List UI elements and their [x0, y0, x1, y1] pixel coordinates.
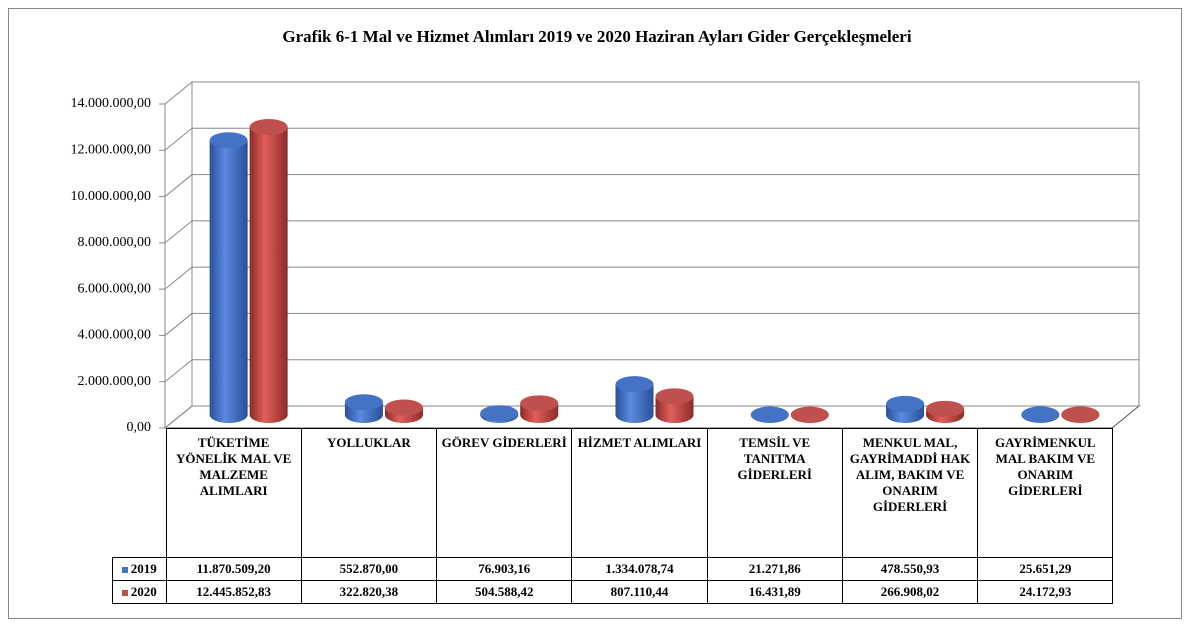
bar: [1021, 406, 1059, 423]
data-label: 322.820,38: [301, 581, 436, 604]
y-tick-label: 14.000.000,00: [71, 96, 152, 111]
bar-top: [656, 388, 694, 404]
bar-top: [385, 400, 423, 416]
bar-top: [250, 119, 288, 135]
data-table: TÜKETİME YÖNELİK MAL VE MALZEME ALIMLARI…: [112, 428, 1113, 604]
data-label: 504.588,42: [437, 581, 572, 604]
bar: [1061, 406, 1099, 423]
bar-top: [791, 407, 829, 423]
back-wall: [192, 82, 1139, 406]
y-tick-label: 12.000.000,00: [71, 143, 152, 158]
data-label: 76.903,16: [437, 558, 572, 581]
bar-top: [345, 394, 383, 410]
table-row: 2020 12.445.852,83322.820,38504.588,42807…: [113, 581, 1113, 604]
bar-top: [520, 395, 558, 411]
data-label: 16.431,89: [707, 581, 842, 604]
bar-top: [1021, 406, 1059, 422]
x-tick-label: GÖREV GİDERLERİ: [437, 429, 572, 558]
data-label: 21.271,86: [707, 558, 842, 581]
grid-line: [165, 360, 192, 382]
grid-line: [165, 82, 192, 104]
bar-bottom: [250, 407, 288, 423]
bar: [751, 407, 789, 423]
grid-line: [165, 406, 192, 428]
bar-bottom: [656, 407, 694, 423]
legend-label: 2019: [131, 561, 157, 576]
x-tick-label: TEMSİL VE TANITMA GİDERLERİ: [707, 429, 842, 558]
data-label: 12.445.852,83: [166, 581, 301, 604]
data-label: 478.550,93: [842, 558, 977, 581]
bar-top: [1061, 406, 1099, 422]
bar: [886, 396, 924, 423]
page: {"chart_data":{"type":"bar3d","title":"G…: [0, 0, 1194, 628]
header-row: TÜKETİME YÖNELİK MAL VE MALZEME ALIMLARI…: [113, 429, 1113, 558]
grid-line: [165, 175, 192, 197]
data-label: 24.172,93: [978, 581, 1113, 604]
bar-top: [210, 132, 248, 148]
legend-key: [122, 590, 128, 596]
grid-line: [165, 267, 192, 289]
bar: [520, 395, 558, 423]
x-tick-label: HİZMET ALIMLARI: [572, 429, 707, 558]
legend-key: [122, 567, 128, 573]
bar-body: [250, 127, 288, 415]
bar-top: [751, 407, 789, 423]
grid-line: [165, 221, 192, 243]
bar-top: [616, 376, 654, 392]
bar: [656, 388, 694, 423]
bar: [926, 401, 964, 423]
legend-cell: 2020: [113, 581, 167, 604]
bar: [791, 407, 829, 423]
bar: [250, 119, 288, 423]
x-tick-label: TÜKETİME YÖNELİK MAL VE MALZEME ALIMLARI: [166, 429, 301, 558]
data-label: 11.870.509,20: [166, 558, 301, 581]
y-tick-label: 6.000.000,00: [78, 281, 152, 296]
grid-line: [165, 313, 192, 335]
bar-bottom: [210, 407, 248, 423]
data-label: 1.334.078,74: [572, 558, 707, 581]
y-tick-label: 10.000.000,00: [71, 189, 152, 204]
data-label: 25.651,29: [978, 558, 1113, 581]
bar-top: [480, 405, 518, 421]
grid-line: [165, 128, 192, 150]
bar: [616, 376, 654, 423]
bar-bottom: [616, 407, 654, 423]
y-tick-label: 2.000.000,00: [78, 374, 152, 389]
chart-title: Grafik 6-1 Mal ve Hizmet Alımları 2019 v…: [282, 27, 911, 46]
y-tick-label: 8.000.000,00: [78, 235, 152, 250]
x-tick-label: MENKUL MAL, GAYRİMADDİ HAK ALIM, BAKIM V…: [842, 429, 977, 558]
bar-body: [210, 140, 248, 415]
data-label: 807.110,44: [572, 581, 707, 604]
data-label: 266.908,02: [842, 581, 977, 604]
bar-top: [926, 401, 964, 417]
corner: [113, 429, 167, 558]
bar: [480, 405, 518, 423]
bar: [210, 132, 248, 423]
table-row: 2019 11.870.509,20552.870,0076.903,161.33…: [113, 558, 1113, 581]
y-tick-label: 4.000.000,00: [78, 328, 152, 343]
bar: [385, 400, 423, 423]
legend-cell: 2019: [113, 558, 167, 581]
bar: [345, 394, 383, 423]
legend-label: 2020: [131, 584, 157, 599]
x-tick-label: YOLLUKLAR: [301, 429, 436, 558]
bar-top: [886, 396, 924, 412]
x-tick-label: GAYRİMENKUL MAL BAKIM VE ONARIM GİDERLER…: [978, 429, 1113, 558]
data-label: 552.870,00: [301, 558, 436, 581]
